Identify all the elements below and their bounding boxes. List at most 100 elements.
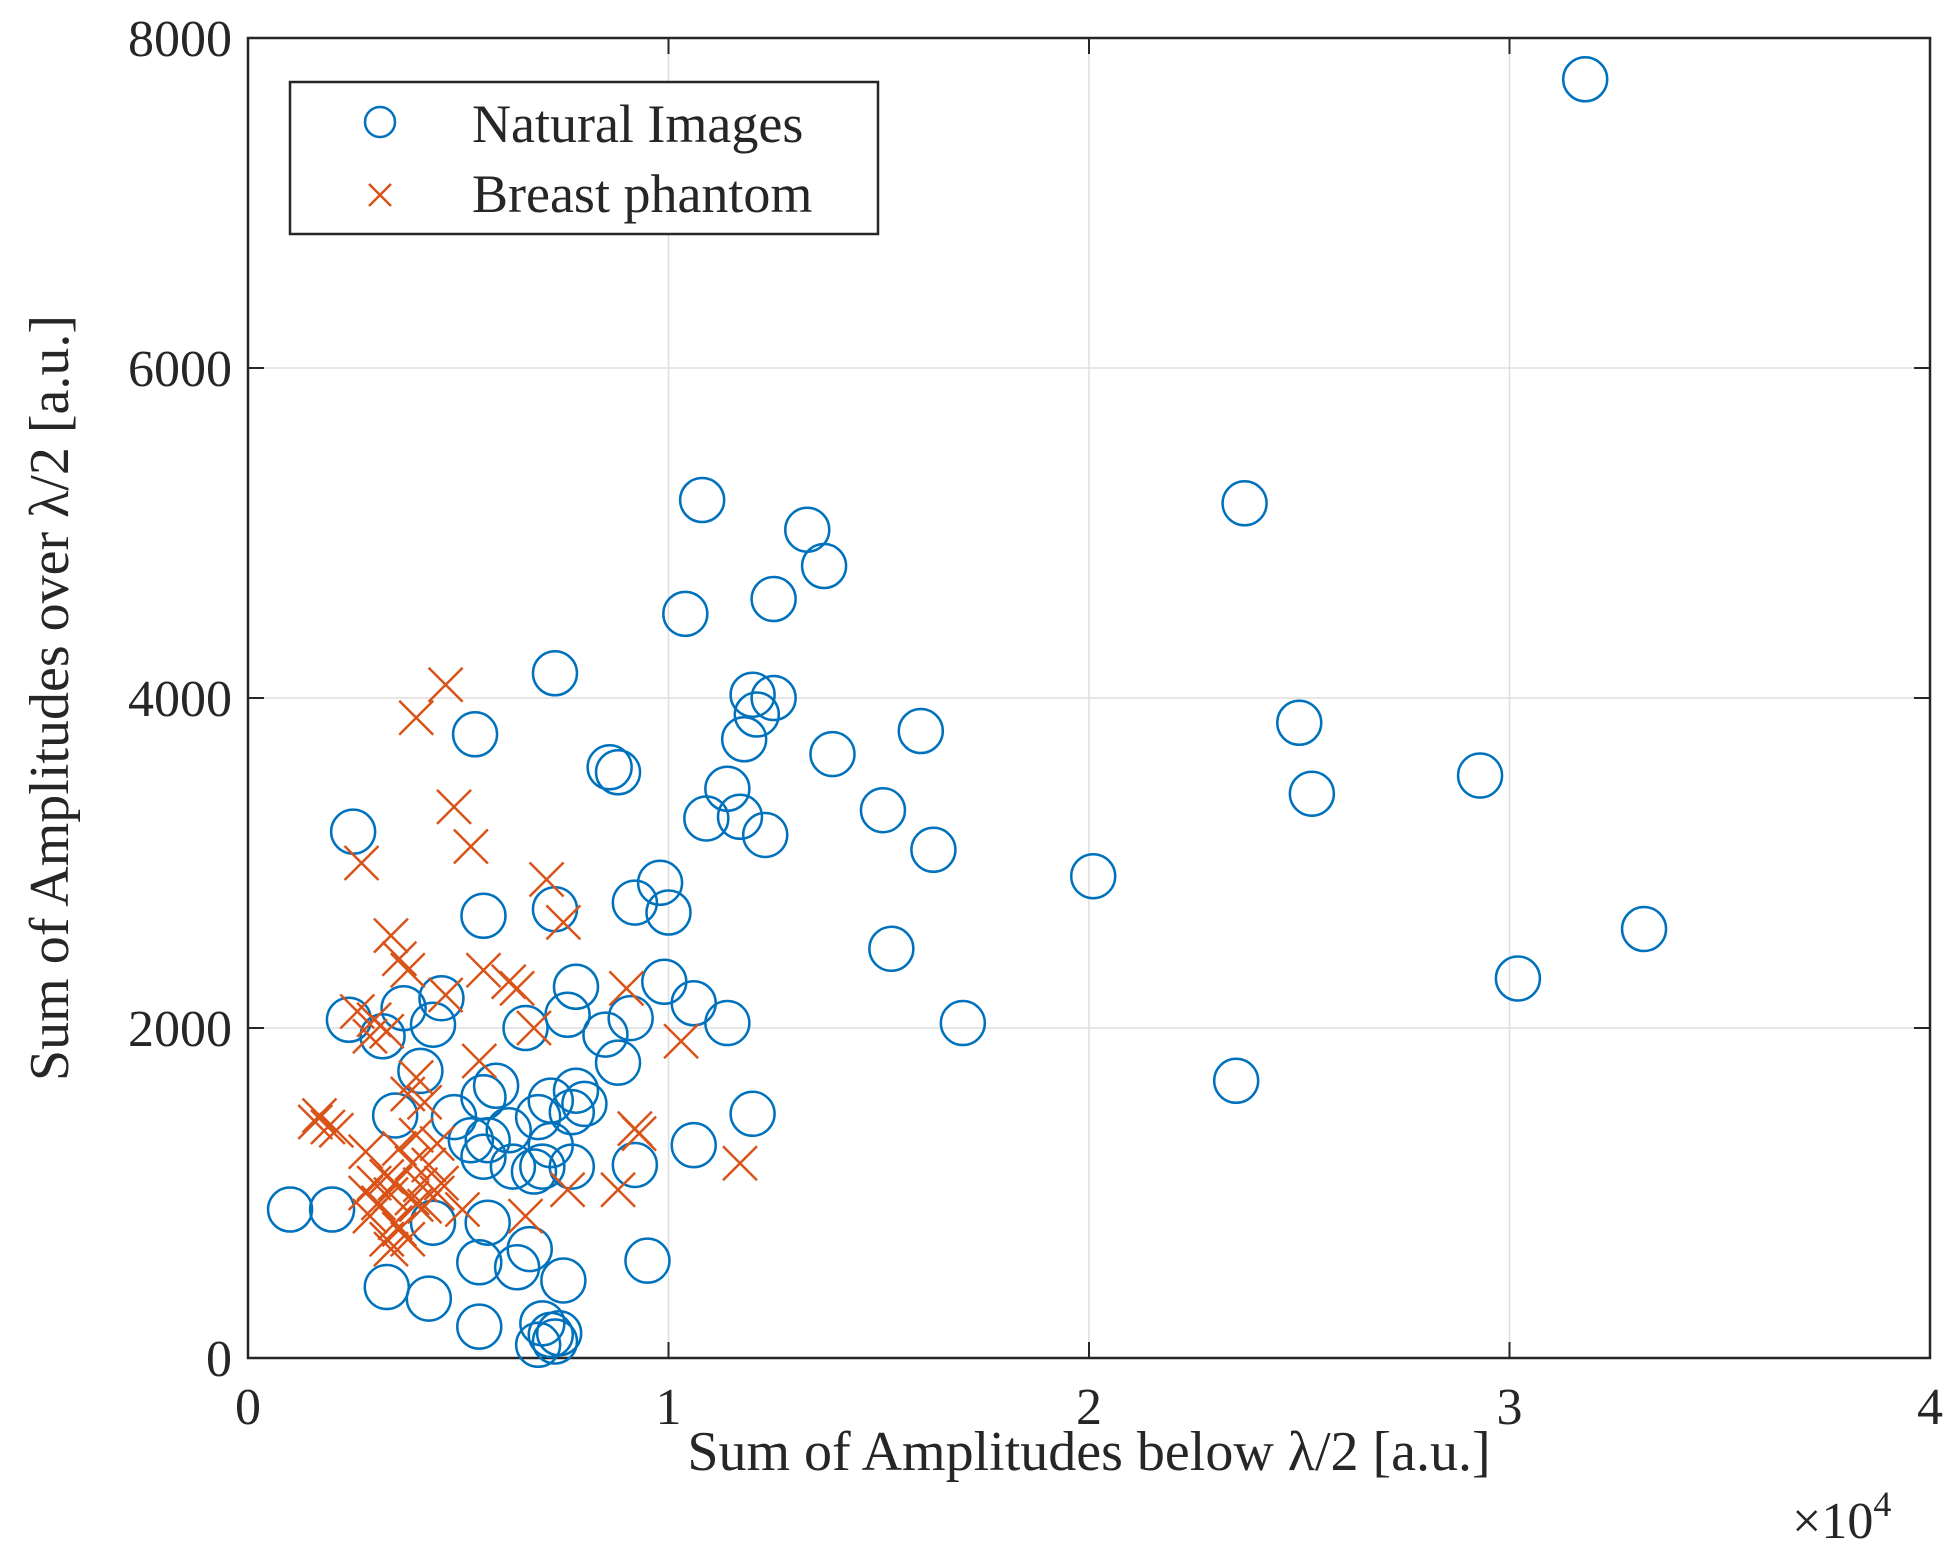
y-tick-label: 6000 — [128, 341, 232, 398]
data-point-natural-images — [1456, 752, 1504, 799]
data-point-natural-images — [670, 1121, 717, 1169]
x-axis-label: Sum of Amplitudes below λ/2 [a.u.] — [687, 1421, 1490, 1483]
data-point-natural-images — [397, 1047, 444, 1095]
data-point-natural-images — [1221, 480, 1268, 527]
data-point-breast-phantom — [452, 828, 489, 865]
data-point-natural-images — [939, 999, 987, 1047]
data-point-natural-images — [552, 963, 600, 1010]
data-point-natural-images — [418, 975, 465, 1022]
data-point-natural-images — [519, 1300, 566, 1347]
data-point-natural-images — [897, 707, 945, 755]
data-point-breast-phantom — [621, 1115, 657, 1152]
data-point-natural-images — [1069, 852, 1117, 900]
data-point-breast-phantom — [722, 1145, 758, 1182]
data-point-natural-images — [1561, 56, 1609, 103]
data-point-natural-images — [611, 1141, 659, 1189]
data-point-natural-images — [460, 892, 507, 940]
data-point-natural-images — [506, 1225, 553, 1273]
data-point-natural-images — [662, 590, 709, 638]
data-point-natural-images — [720, 716, 768, 763]
data-point-breast-phantom — [528, 861, 565, 898]
data-point-natural-images — [733, 691, 781, 738]
data-point-natural-images — [645, 889, 692, 936]
data-point-natural-images — [460, 1133, 507, 1180]
data-point-natural-images — [514, 1093, 562, 1141]
data-point-natural-images — [540, 1257, 587, 1304]
data-point-natural-images — [535, 1310, 583, 1357]
data-point-natural-images — [704, 999, 751, 1047]
data-point-breast-phantom — [398, 699, 435, 736]
legend-marker-breast-phantom — [368, 183, 392, 207]
data-point-breast-phantom — [423, 1165, 460, 1201]
data-point-natural-images — [594, 749, 642, 796]
data-point-breast-phantom — [427, 977, 464, 1013]
data-point-natural-images — [548, 1088, 596, 1136]
data-point-breast-phantom — [389, 1076, 426, 1112]
data-point-breast-phantom — [549, 1171, 586, 1208]
data-point-natural-images — [910, 826, 957, 874]
x-tick-label: 2 — [1076, 1379, 1102, 1436]
data-point-natural-images — [430, 1093, 478, 1141]
data-point-breast-phantom — [516, 1010, 552, 1046]
data-point-natural-images — [456, 1303, 503, 1350]
data-point-natural-images — [308, 1186, 356, 1233]
data-point-natural-images — [636, 859, 684, 907]
y-tick-label: 0 — [206, 1331, 232, 1388]
data-point-natural-images — [464, 1199, 511, 1246]
data-point-natural-images — [519, 1143, 566, 1190]
data-point-natural-images — [809, 730, 856, 778]
data-point-natural-images — [451, 711, 499, 758]
data-point-breast-phantom — [310, 1109, 346, 1145]
data-point-breast-phantom — [373, 1231, 409, 1267]
data-point-breast-phantom — [406, 1188, 443, 1225]
data-point-breast-phantom — [427, 666, 464, 703]
data-point-natural-images — [531, 1318, 579, 1365]
data-point-natural-images — [510, 1148, 558, 1195]
axis-ticks: 0 1 2 3 4 0 2000 4000 6000 8000 — [128, 11, 1943, 1436]
data-point-breast-phantom — [352, 1018, 388, 1055]
legend-box — [288, 80, 880, 236]
data-point-natural-images — [489, 1143, 537, 1190]
data-point-natural-images — [1276, 699, 1323, 746]
data-point-natural-images — [405, 1275, 453, 1322]
data-point-natural-images — [611, 879, 659, 926]
data-point-breast-phantom — [373, 917, 409, 954]
data-point-breast-phantom — [406, 1084, 443, 1121]
data-point-natural-images — [624, 1237, 671, 1284]
data-point-breast-phantom — [507, 1198, 544, 1234]
data-point-natural-images — [409, 1001, 457, 1048]
data-point-natural-images — [1212, 1057, 1260, 1105]
data-point-breast-phantom — [339, 993, 376, 1030]
data-point-natural-images — [552, 1067, 600, 1114]
data-point-natural-images — [325, 996, 373, 1043]
grid — [248, 38, 1930, 1358]
data-point-natural-images — [750, 575, 797, 623]
data-point-natural-images — [594, 1039, 642, 1086]
data-point-natural-images — [371, 1092, 419, 1139]
data-point-breast-phantom — [444, 1191, 481, 1228]
data-point-natural-images — [678, 476, 726, 524]
data-point-natural-images — [741, 811, 789, 859]
x-tick-label: 3 — [1497, 1379, 1523, 1436]
data-point-natural-images — [607, 994, 654, 1042]
data-point-natural-images — [493, 1244, 541, 1291]
data-point-natural-images — [729, 1090, 776, 1138]
data-point-breast-phantom — [499, 970, 536, 1007]
data-point-natural-images — [456, 1239, 503, 1286]
data-point-breast-phantom — [398, 1059, 435, 1096]
data-point-natural-images — [485, 1107, 532, 1154]
legend-label-natural-images: Natural Images — [472, 94, 803, 154]
data-point-breast-phantom — [436, 789, 472, 825]
data-point-natural-images — [266, 1186, 314, 1233]
data-point-natural-images — [447, 1116, 495, 1164]
data-point-natural-images — [859, 786, 907, 834]
legend: Natural Images Breast phantom — [288, 80, 880, 236]
data-point-natural-images — [800, 542, 848, 590]
data-marks — [266, 56, 1668, 1369]
data-point-breast-phantom — [389, 952, 426, 989]
legend-label-breast-phantom: Breast phantom — [472, 164, 812, 224]
data-point-natural-images — [582, 1011, 629, 1058]
data-point-natural-images — [1494, 955, 1542, 1002]
data-point-natural-images — [359, 1013, 406, 1060]
data-point-breast-phantom — [465, 952, 502, 989]
